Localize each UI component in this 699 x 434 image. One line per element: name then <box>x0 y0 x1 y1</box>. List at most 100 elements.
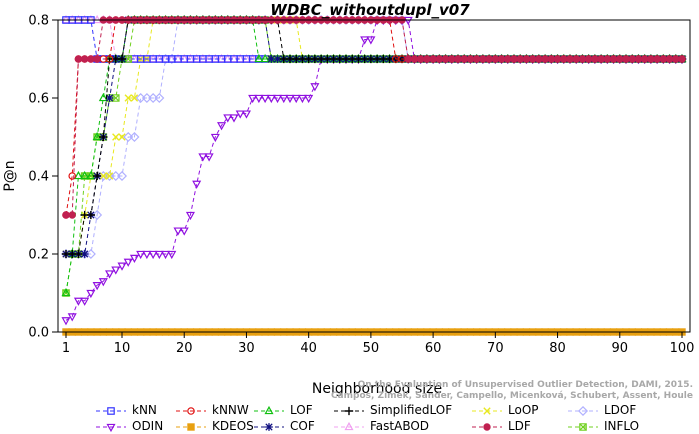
legend-marker-kdeos <box>187 423 195 431</box>
legend-swatch-odin <box>96 423 126 433</box>
y-tick-label: 0.0 <box>28 326 49 341</box>
data-point-ldf <box>87 55 95 63</box>
x-tick-label: 90 <box>612 341 629 356</box>
x-tick-label: 50 <box>363 341 380 356</box>
data-point-ldf <box>423 55 431 63</box>
data-point-odin <box>185 211 195 221</box>
data-point-lof <box>254 53 264 63</box>
data-point-odin <box>217 122 227 131</box>
data-point-odin <box>67 313 77 322</box>
legend-marker-loop <box>483 407 491 415</box>
chart-title: WDBC_withoutdupl_v07 <box>270 1 470 19</box>
data-point-fastabod <box>217 53 227 63</box>
data-point-ldf <box>535 55 543 63</box>
data-point-knnw <box>68 172 77 180</box>
data-point-odin <box>403 16 413 26</box>
data-point-odin <box>98 278 108 287</box>
data-point-ldf <box>454 55 462 63</box>
data-point-odin <box>123 258 133 267</box>
data-point-ldf <box>640 55 649 63</box>
data-point-simplifiedlof <box>86 210 96 220</box>
data-point-lof <box>92 131 102 141</box>
data-point-simplifiedlof <box>99 132 108 142</box>
legend-marker-knn <box>107 407 115 415</box>
data-point-fastabod <box>86 14 96 24</box>
legend-marker-ldf <box>483 423 491 431</box>
data-point-ldf <box>541 55 549 63</box>
data-point-ldf <box>472 55 481 63</box>
data-point-fastabod <box>173 53 183 63</box>
data-point-ldf <box>504 55 512 63</box>
data-point-odin <box>192 180 202 189</box>
legend-swatch-kdeos <box>176 423 206 431</box>
data-point-odin <box>198 153 208 162</box>
data-point-ldf <box>628 55 636 63</box>
data-point-fastabod <box>73 14 83 24</box>
data-point-lof <box>61 287 71 297</box>
credit-line-1: Campos, Zimek, Sander, Campello, Micenko… <box>330 391 693 401</box>
data-point-ldf <box>435 55 444 63</box>
plot-marks <box>60 14 688 336</box>
data-point-odin <box>136 250 146 260</box>
data-point-fastabod <box>204 53 214 63</box>
series-line-ldf <box>66 19 682 216</box>
legend-marker-knnw <box>187 407 195 415</box>
data-point-fastabod <box>67 14 77 24</box>
data-point-odin <box>360 36 370 45</box>
data-point-ldf <box>653 55 661 63</box>
data-point-loop <box>99 172 108 180</box>
data-point-ldf <box>560 55 568 63</box>
data-point-ldf <box>80 55 89 63</box>
data-point-ldf <box>622 55 630 63</box>
data-point-odin <box>223 114 233 123</box>
x-tick-label: 30 <box>238 341 255 356</box>
data-point-odin <box>105 270 115 279</box>
series-odin <box>61 16 687 326</box>
legend-swatch-cof <box>254 423 284 431</box>
data-point-fastabod <box>241 53 251 63</box>
data-point-ldf <box>479 55 487 63</box>
series-cof <box>62 16 686 258</box>
data-point-odin <box>229 114 239 123</box>
data-point-fastabod <box>248 53 258 63</box>
data-point-cof <box>80 250 89 258</box>
data-point-ldf <box>491 55 500 63</box>
series-line-fastabod <box>66 19 682 60</box>
data-point-odin <box>111 266 121 275</box>
data-point-odin <box>86 289 96 299</box>
data-point-ldf <box>466 55 475 63</box>
data-point-fastabod <box>129 53 139 63</box>
data-point-odin <box>204 153 214 162</box>
data-point-odin <box>266 94 276 104</box>
data-point-odin <box>273 94 283 104</box>
legend-swatch-fastabod <box>334 421 364 431</box>
data-point-ldf <box>647 55 655 63</box>
data-point-fastabod <box>229 53 239 63</box>
data-point-cof <box>267 55 276 63</box>
data-point-ldf <box>528 55 537 63</box>
data-point-odin <box>129 254 139 263</box>
data-point-loop <box>130 94 139 102</box>
legend-marker-inflo <box>579 423 587 431</box>
data-point-odin <box>235 110 245 119</box>
data-point-ldf <box>416 55 425 63</box>
credit-line-2: On the Evaluation of Unsupervised Outlie… <box>357 380 693 390</box>
data-point-odin <box>142 250 152 260</box>
data-point-fastabod <box>154 53 164 63</box>
data-point-odin <box>154 250 164 260</box>
data-point-ldf <box>547 55 556 63</box>
data-point-ldf <box>659 55 668 63</box>
x-tick-label: 1 <box>62 341 70 356</box>
data-point-odin <box>366 36 376 45</box>
series-line-odin <box>65 19 682 321</box>
data-point-fastabod <box>61 14 71 24</box>
data-point-odin <box>179 227 189 236</box>
x-tick-label: 20 <box>176 341 193 356</box>
legend-marker-lof <box>264 405 274 415</box>
data-point-simplifiedlof <box>117 54 127 64</box>
data-point-ldf <box>497 55 506 63</box>
data-point-odin <box>173 227 183 236</box>
data-point-odin <box>279 94 289 104</box>
data-point-ldf <box>616 55 624 63</box>
